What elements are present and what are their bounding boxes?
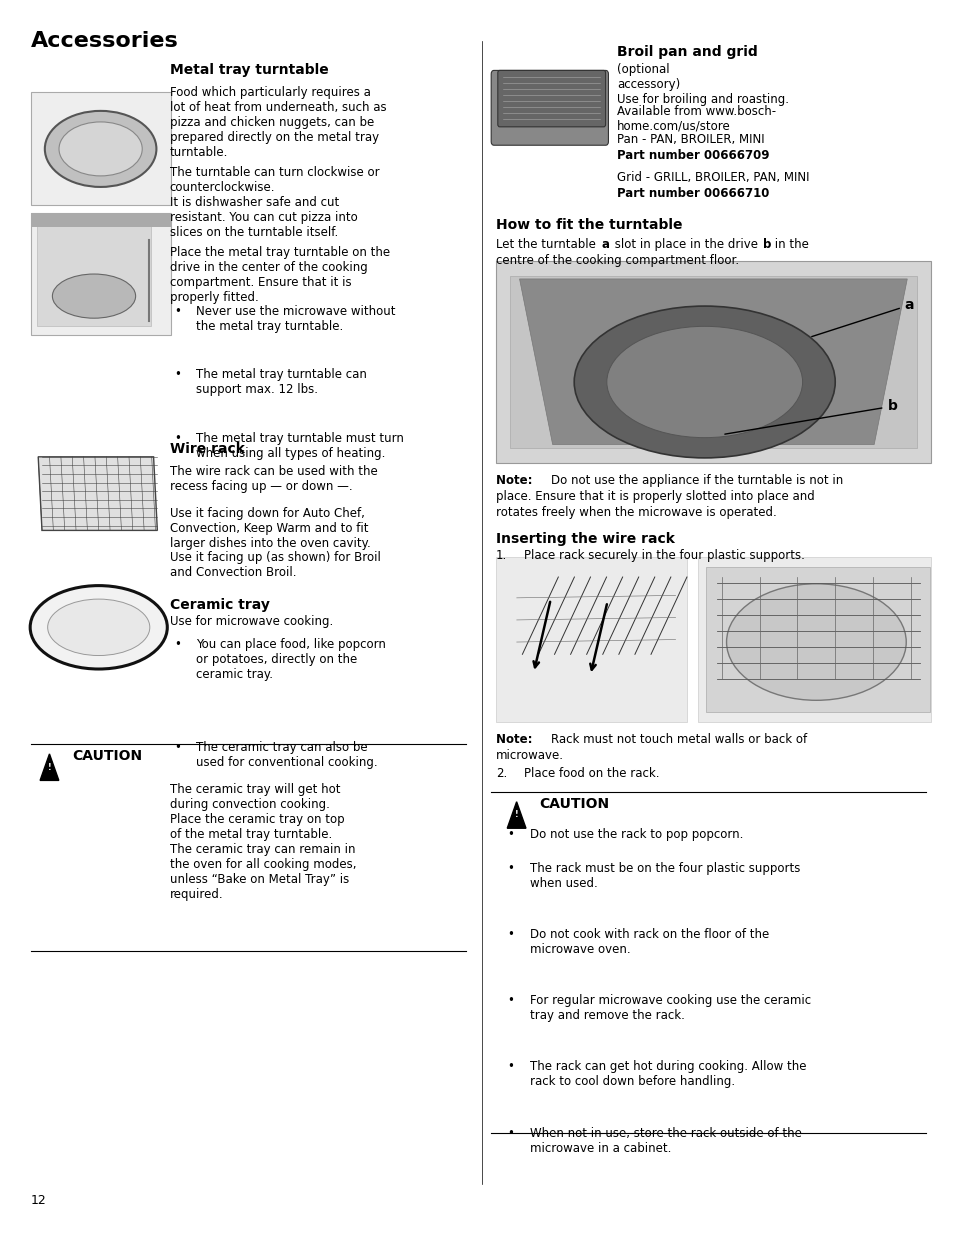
Polygon shape — [38, 457, 157, 530]
Text: Wire rack: Wire rack — [170, 442, 244, 456]
FancyBboxPatch shape — [491, 70, 608, 146]
Text: place. Ensure that it is properly slotted into place and: place. Ensure that it is properly slotte… — [496, 490, 814, 503]
Ellipse shape — [606, 326, 801, 437]
Ellipse shape — [52, 274, 135, 319]
Text: 12: 12 — [30, 1194, 47, 1207]
Text: The metal tray turntable must turn
when using all types of heating.: The metal tray turntable must turn when … — [196, 432, 403, 461]
Text: a: a — [601, 238, 609, 252]
Polygon shape — [507, 802, 525, 829]
Text: Ceramic tray: Ceramic tray — [170, 598, 270, 611]
Text: Place rack securely in the four plastic supports.: Place rack securely in the four plastic … — [524, 548, 804, 562]
Text: Food which particularly requires a
lot of heat from underneath, such as
pizza an: Food which particularly requires a lot o… — [170, 86, 386, 159]
Text: •: • — [507, 829, 514, 841]
Bar — [510, 277, 916, 448]
Text: •: • — [507, 1061, 514, 1073]
Text: Part number 00666709: Part number 00666709 — [617, 149, 769, 162]
Bar — [30, 212, 171, 227]
Bar — [496, 261, 930, 463]
Ellipse shape — [48, 599, 150, 656]
Ellipse shape — [59, 122, 142, 175]
Text: For regular microwave cooking use the ceramic
tray and remove the rack.: For regular microwave cooking use the ce… — [530, 994, 810, 1023]
Text: Place food on the rack.: Place food on the rack. — [524, 767, 659, 781]
Text: a: a — [811, 298, 913, 337]
Text: •: • — [507, 927, 514, 941]
FancyBboxPatch shape — [497, 70, 605, 127]
Text: Pan - PAN, BROILER, MINI: Pan - PAN, BROILER, MINI — [617, 133, 763, 146]
Text: Do not use the appliance if the turntable is not in: Do not use the appliance if the turntabl… — [550, 474, 842, 487]
Text: b: b — [761, 238, 770, 252]
Text: Inserting the wire rack: Inserting the wire rack — [496, 531, 674, 546]
Text: The turntable can turn clockwise or
counterclockwise.
It is dishwasher safe and : The turntable can turn clockwise or coun… — [170, 165, 379, 240]
Text: CAUTION: CAUTION — [72, 748, 142, 763]
Text: The rack can get hot during cooking. Allow the
rack to cool down before handling: The rack can get hot during cooking. All… — [530, 1061, 805, 1088]
Bar — [30, 212, 171, 336]
Text: The metal tray turntable can
support max. 12 lbs.: The metal tray turntable can support max… — [196, 368, 367, 396]
Text: Grid - GRILL, BROILER, PAN, MINI: Grid - GRILL, BROILER, PAN, MINI — [617, 170, 808, 184]
Text: Use it facing down for Auto Chef,
Convection, Keep Warm and to fit
larger dishes: Use it facing down for Auto Chef, Convec… — [170, 508, 370, 550]
Text: •: • — [174, 638, 181, 651]
Text: 1.: 1. — [496, 548, 507, 562]
Text: rotates freely when the microwave is operated.: rotates freely when the microwave is ope… — [496, 506, 776, 519]
Text: Metal tray turntable: Metal tray turntable — [170, 63, 328, 77]
Text: Let the turntable: Let the turntable — [496, 238, 598, 252]
Text: Never use the microwave without
the metal tray turntable.: Never use the microwave without the meta… — [196, 305, 395, 332]
Text: 2.: 2. — [496, 767, 507, 781]
Text: Part number 00666710: Part number 00666710 — [617, 186, 768, 200]
Text: (optional
accessory)
Use for broiling and roasting.: (optional accessory) Use for broiling an… — [617, 63, 788, 106]
Text: The ceramic tray will get hot
during convection cooking.
Place the ceramic tray : The ceramic tray will get hot during con… — [170, 783, 355, 902]
Text: The rack must be on the four plastic supports
when used.: The rack must be on the four plastic sup… — [530, 862, 800, 889]
Text: •: • — [507, 1126, 514, 1140]
Text: •: • — [174, 305, 181, 317]
Text: !: ! — [515, 810, 517, 820]
Text: Broil pan and grid: Broil pan and grid — [617, 44, 757, 58]
Text: b: b — [724, 399, 897, 435]
Text: You can place food, like popcorn
or potatoes, directly on the
ceramic tray.: You can place food, like popcorn or pota… — [196, 638, 386, 682]
Text: When not in use, store the rack outside of the
microwave in a cabinet.: When not in use, store the rack outside … — [530, 1126, 801, 1155]
Ellipse shape — [30, 585, 167, 669]
Text: in the: in the — [770, 238, 808, 252]
Text: The wire rack can be used with the
recess facing up — or down —.: The wire rack can be used with the reces… — [170, 466, 377, 494]
Bar — [705, 567, 929, 711]
Bar — [37, 225, 151, 326]
Text: •: • — [174, 432, 181, 446]
Text: •: • — [174, 741, 181, 755]
Text: The ceramic tray can also be
used for conventional cooking.: The ceramic tray can also be used for co… — [196, 741, 377, 769]
Text: •: • — [174, 368, 181, 382]
Text: centre of the cooking compartment floor.: centre of the cooking compartment floor. — [496, 254, 739, 268]
Text: •: • — [507, 862, 514, 874]
Text: Note:: Note: — [496, 474, 536, 487]
Bar — [496, 557, 686, 721]
Text: CAUTION: CAUTION — [538, 797, 609, 810]
Text: slot in place in the drive: slot in place in the drive — [611, 238, 761, 252]
Polygon shape — [519, 279, 906, 445]
Text: Do not use the rack to pop popcorn.: Do not use the rack to pop popcorn. — [530, 829, 742, 841]
Text: Place the metal tray turntable on the
drive in the center of the cooking
compart: Place the metal tray turntable on the dr… — [170, 246, 390, 304]
Bar — [30, 93, 171, 205]
Polygon shape — [40, 753, 59, 781]
Text: Use for microwave cooking.: Use for microwave cooking. — [170, 615, 333, 629]
Bar — [698, 557, 930, 721]
Ellipse shape — [45, 111, 156, 186]
Text: Accessories: Accessories — [30, 31, 178, 51]
Ellipse shape — [726, 584, 905, 700]
Text: Do not cook with rack on the floor of the
microwave oven.: Do not cook with rack on the floor of th… — [530, 927, 768, 956]
Ellipse shape — [574, 306, 834, 458]
Text: microwave.: microwave. — [496, 748, 563, 762]
Text: How to fit the turntable: How to fit the turntable — [496, 217, 681, 232]
Text: Available from www.bosch-
home.com/us/store: Available from www.bosch- home.com/us/st… — [617, 105, 776, 132]
Text: •: • — [507, 994, 514, 1007]
Text: Note:: Note: — [496, 732, 536, 746]
Text: Rack must not touch metal walls or back of: Rack must not touch metal walls or back … — [550, 732, 806, 746]
Text: !: ! — [48, 763, 51, 772]
Text: Use it facing up (as shown) for Broil
and Convection Broil.: Use it facing up (as shown) for Broil an… — [170, 551, 380, 579]
